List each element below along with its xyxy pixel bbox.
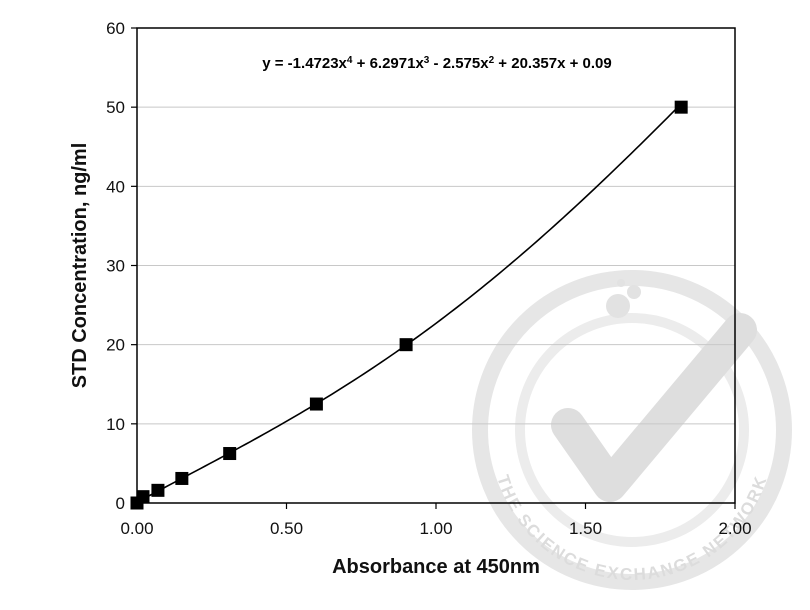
x-tick-label: 2.00 xyxy=(718,519,751,538)
x-tick-label: 0.50 xyxy=(270,519,303,538)
gridlines xyxy=(137,106,735,425)
equation-term: y = -1.4723x xyxy=(262,55,347,72)
x-tick-label: 1.00 xyxy=(419,519,452,538)
data-points xyxy=(130,100,688,510)
equation-term: + 6.2971x xyxy=(352,55,424,72)
data-point xyxy=(223,447,237,461)
fit-equation: y = -1.4723x4 + 6.2971x3 - 2.575x2 + 20.… xyxy=(262,55,612,73)
x-tick-label: 1.50 xyxy=(569,519,602,538)
data-point xyxy=(309,397,323,411)
y-tick-label: 30 xyxy=(106,257,125,276)
y-tick-label: 0 xyxy=(116,494,125,513)
y-tick-label: 10 xyxy=(106,415,125,434)
equation-exponent: 2 xyxy=(489,55,495,66)
x-axis-title: Absorbance at 450nm xyxy=(332,556,540,578)
data-point xyxy=(399,338,413,352)
data-point xyxy=(175,471,189,485)
check-icon xyxy=(551,313,757,502)
axis-ticks: 0 10 20 30 40 50 60 0.00 0.50 1.00 1.50 2.00 xyxy=(106,19,751,538)
y-tick-label: 40 xyxy=(106,177,125,196)
watermark-bubble-tiny xyxy=(617,279,625,287)
x-tick-label: 0.00 xyxy=(120,519,153,538)
data-point xyxy=(151,483,165,497)
equation-exponent: 4 xyxy=(347,55,353,66)
data-point xyxy=(136,490,150,504)
watermark: THE SCIENCE EXCHANGE NETWORK xyxy=(472,270,792,590)
watermark-bubble-small xyxy=(627,285,641,299)
data-point xyxy=(674,100,688,114)
equation-exponent: 3 xyxy=(424,55,430,66)
y-tick-label: 50 xyxy=(106,98,125,117)
y-tick-label: 60 xyxy=(106,19,125,38)
equation-term: + 20.357x + 0.09 xyxy=(494,55,612,72)
y-tick-label: 20 xyxy=(106,336,125,355)
y-axis-title: STD Concentration, ng/ml xyxy=(69,143,91,389)
watermark-ring-inner xyxy=(515,313,749,547)
equation-term: - 2.575x xyxy=(429,55,489,72)
watermark-ring-outer xyxy=(472,270,792,590)
watermark-bubble-large xyxy=(606,294,630,318)
